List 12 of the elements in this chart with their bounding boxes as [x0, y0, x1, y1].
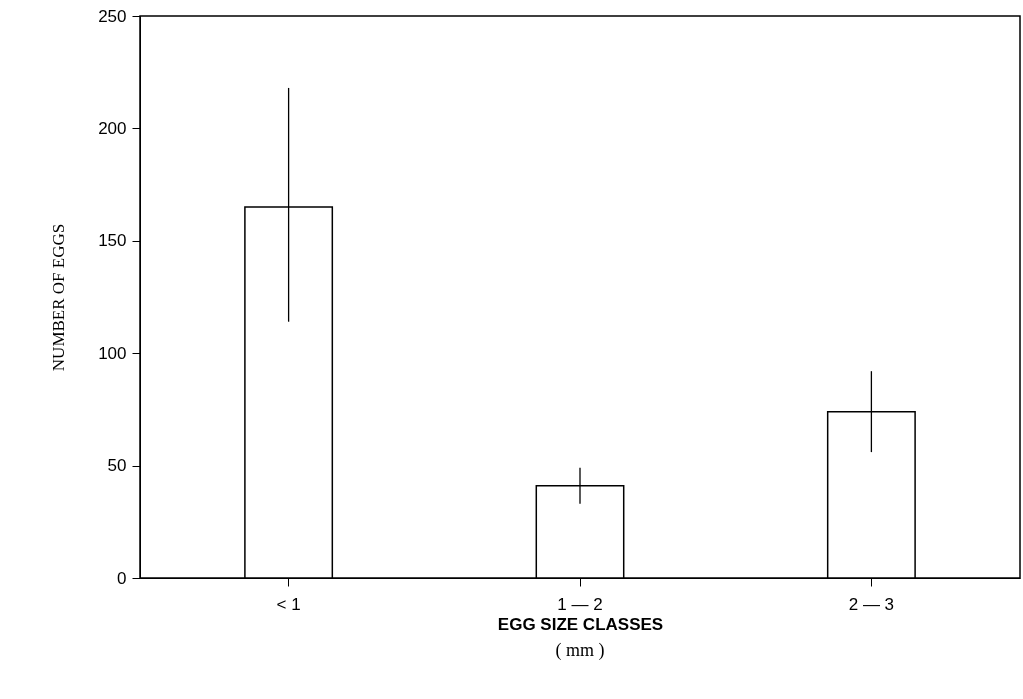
- y-tick-label: 200: [98, 118, 127, 138]
- y-tick-label: 0: [117, 568, 127, 588]
- y-tick-label: 100: [98, 343, 127, 363]
- y-axis-title: NUMBER OF EGGS: [49, 223, 69, 372]
- y-tick-label: 250: [98, 6, 127, 26]
- x-tick-label: 1 — 2: [557, 594, 603, 614]
- y-tick-label: 50: [107, 456, 127, 476]
- text: ( mm ): [555, 640, 605, 661]
- x-axis-title: EGG SIZE CLASSES: [497, 614, 664, 634]
- y-tick-label: 150: [98, 231, 127, 251]
- x-tick-label: < 1: [276, 594, 301, 614]
- x-tick-label: 2 — 3: [848, 594, 895, 614]
